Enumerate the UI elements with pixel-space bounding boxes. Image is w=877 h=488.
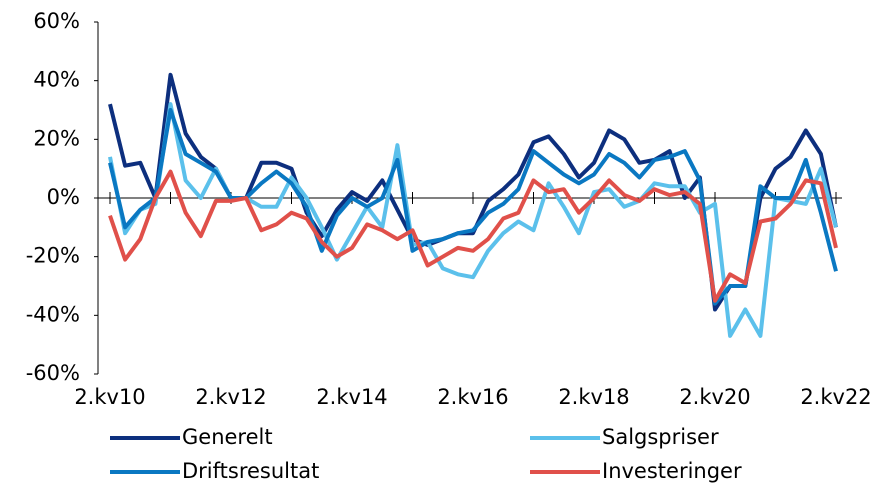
- y-tick-label: 0%: [47, 185, 80, 209]
- y-tick-label: 20%: [33, 126, 80, 150]
- x-tick-label: 2.kv10: [74, 385, 145, 409]
- legend-label: Salgspriser: [602, 425, 719, 449]
- y-tick-label: 40%: [33, 68, 80, 92]
- x-tick-label: 2.kv18: [558, 385, 629, 409]
- y-tick-label: -60%: [26, 361, 80, 385]
- y-tick-label: -40%: [26, 302, 80, 326]
- x-tick-label: 2.kv12: [195, 385, 266, 409]
- series-line: [108, 108, 838, 306]
- legend-label: Driftsresultat: [182, 459, 319, 483]
- x-tick-label: 2.kv14: [316, 385, 387, 409]
- x-tick-label: 2.kv16: [437, 385, 508, 409]
- series-line: [108, 169, 838, 303]
- y-tick-label: 60%: [33, 9, 80, 33]
- y-tick-label: -20%: [26, 244, 80, 268]
- legend-label: Investeringer: [602, 459, 742, 483]
- x-tick-label: 2.kv22: [800, 385, 871, 409]
- x-tick-label: 2.kv20: [679, 385, 750, 409]
- legend-label: Generelt: [182, 425, 273, 449]
- series-line: [108, 102, 838, 338]
